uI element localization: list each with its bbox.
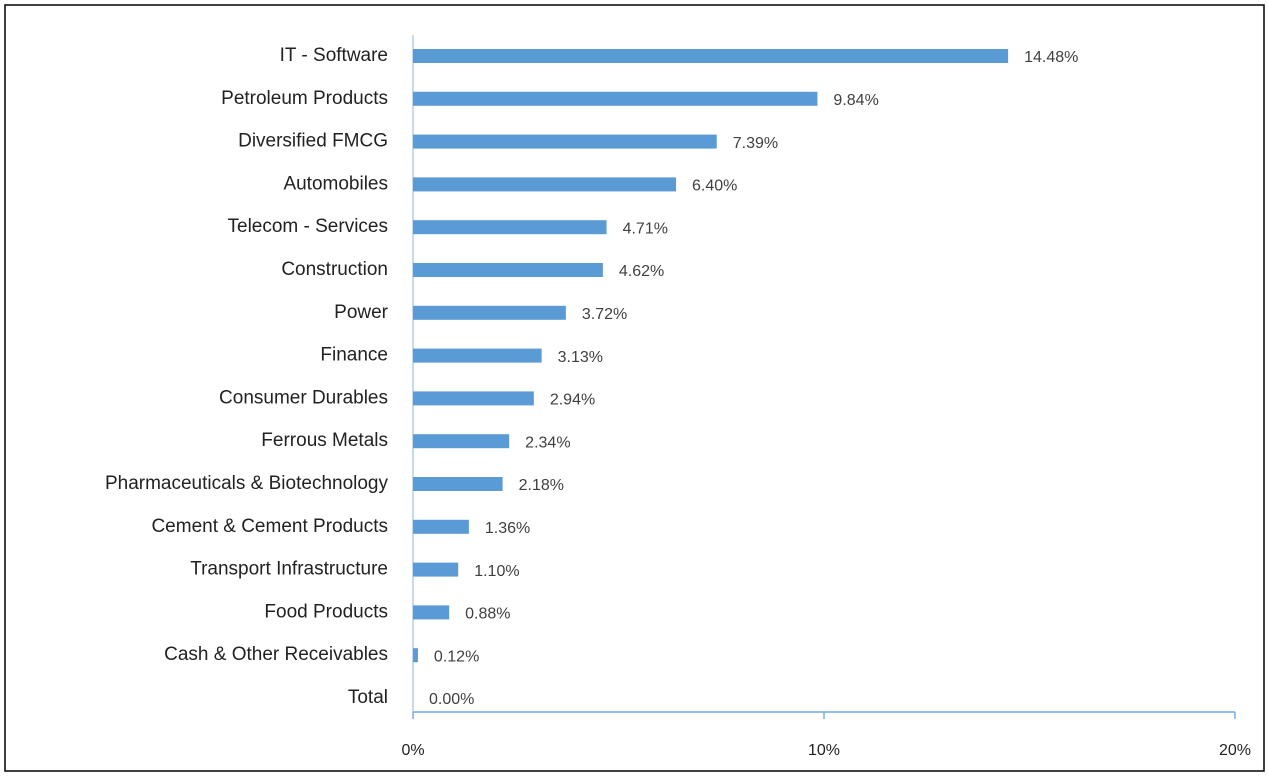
chart-frame [4,4,1265,772]
bar [413,220,607,235]
bar [413,134,717,149]
value-label: 0.88% [465,606,510,623]
bar [413,177,677,192]
value-label: 0.12% [434,648,479,665]
bar [413,648,418,663]
value-label: 2.34% [525,434,570,451]
bar [413,477,503,491]
bar [413,605,450,620]
category-label: Diversified FMCG [238,131,388,152]
value-label: 3.72% [582,306,627,323]
category-label: Cash & Other Receivables [164,644,388,665]
category-label: Pharmaceuticals & Biotechnology [105,473,389,494]
category-label: Telecom - Services [228,216,389,237]
value-label: 4.71% [623,220,668,237]
value-label: 14.48% [1024,49,1078,66]
x-tick-label: 10% [808,742,840,759]
bar [413,391,534,406]
category-label: Consumer Durables [219,387,388,408]
x-tick-label: 20% [1219,742,1251,759]
x-tick-label: 0% [401,742,424,759]
category-label: Power [334,302,389,323]
bar [413,348,542,363]
category-label: Construction [281,259,388,280]
value-label: 6.40% [692,178,737,195]
value-label: 0.00% [429,691,474,708]
category-label: Cement & Cement Products [151,516,388,537]
bar [413,434,510,449]
value-label: 7.39% [733,135,778,152]
value-label: 2.18% [519,477,564,494]
category-label: Finance [320,345,388,366]
category-label: Total [348,687,388,708]
category-label: IT - Software [280,45,388,66]
category-label: Petroleum Products [221,88,388,109]
value-label: 2.94% [550,392,595,409]
bar [413,49,1009,63]
bar [413,91,818,106]
value-label: 9.84% [833,92,878,109]
bar [413,562,459,577]
value-label: 3.13% [558,349,603,366]
value-label: 1.10% [474,563,519,580]
value-label: 4.62% [619,263,664,280]
bar [413,263,603,277]
bar [413,519,469,534]
category-label: Ferrous Metals [261,430,388,451]
category-label: Food Products [264,601,388,622]
value-label: 1.36% [485,520,530,537]
category-label: Automobiles [283,173,388,194]
bar [413,305,566,320]
category-label: Transport Infrastructure [190,559,388,580]
